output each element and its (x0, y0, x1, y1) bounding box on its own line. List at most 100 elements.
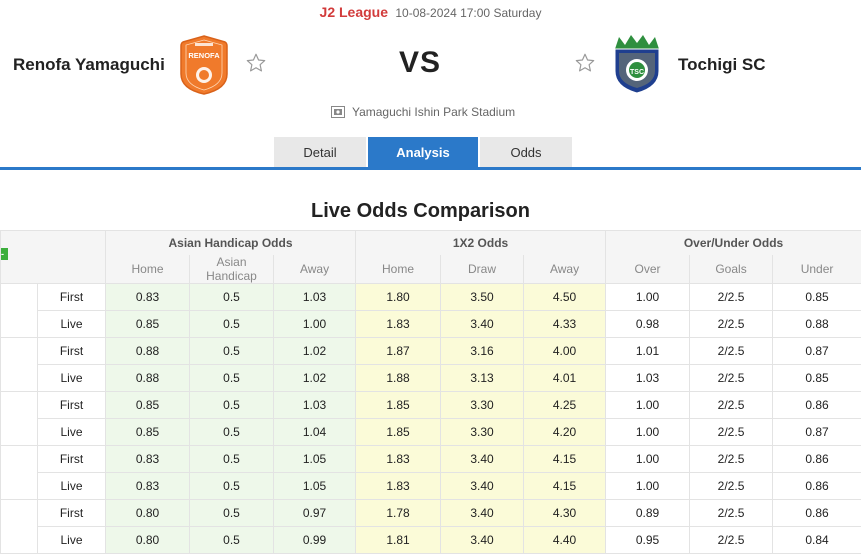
odds-value-cell[interactable]: 0.80 (105, 525, 190, 554)
odds-value-cell[interactable]: 1.03 (272, 390, 357, 419)
odds-value-cell[interactable]: 0.5 (189, 525, 274, 554)
odds-value-cell[interactable]: 0.85 (772, 282, 861, 311)
odds-value-cell[interactable]: 2/2.5 (689, 363, 774, 392)
odds-value-cell[interactable]: 3.40 (440, 309, 525, 338)
odds-value-cell[interactable]: 2/2.5 (689, 417, 774, 446)
odds-value-cell[interactable]: 1.85 (355, 417, 442, 446)
odds-value-cell[interactable]: 2/2.5 (689, 444, 774, 473)
odds-value-cell[interactable]: 0.86 (772, 471, 861, 500)
odds-value-cell[interactable]: 3.40 (440, 525, 525, 554)
odds-value-cell[interactable]: 0.5 (189, 498, 274, 527)
odds-value-cell[interactable]: 2/2.5 (689, 309, 774, 338)
odds-value-cell[interactable]: 4.15 (523, 471, 607, 500)
odds-value-cell[interactable]: 0.80 (105, 498, 190, 527)
favorite-star-icon-away[interactable] (574, 52, 596, 74)
odds-value-cell[interactable]: 0.86 (772, 444, 861, 473)
odds-value-cell[interactable]: 1.05 (272, 444, 357, 473)
odds-value-cell[interactable]: 0.87 (772, 417, 861, 446)
odds-value-cell[interactable]: 3.30 (440, 390, 525, 419)
odds-value-cell[interactable]: 4.01 (523, 363, 607, 392)
odds-value-cell[interactable]: 0.83 (105, 282, 190, 311)
odds-value-cell[interactable]: 0.86 (772, 390, 861, 419)
tab-analysis[interactable]: Analysis (368, 137, 478, 168)
odds-value-cell[interactable]: 0.88 (772, 309, 861, 338)
odds-value-cell[interactable]: 0.95 (605, 525, 691, 554)
odds-value-cell[interactable]: 0.5 (189, 444, 274, 473)
odds-row[interactable]: Live 0.80 0.5 0.99 1.81 3.40 4.40 0.95 2/2.5 0.84 (1, 525, 861, 554)
odds-value-cell[interactable]: 3.40 (440, 498, 525, 527)
odds-row[interactable]: First 0.80 0.5 0.97 1.78 3.40 4.30 0.89 2/2.5 0.8… (0, 498, 861, 554)
odds-value-cell[interactable]: 3.40 (440, 471, 525, 500)
odds-value-cell[interactable]: 4.20 (523, 417, 607, 446)
odds-value-cell[interactable]: 0.5 (189, 282, 274, 311)
odds-value-cell[interactable]: 4.40 (523, 525, 607, 554)
odds-value-cell[interactable]: 1.02 (272, 336, 357, 365)
odds-row[interactable]: First 0.83 0.5 1.03 1.80 3.50 4.50 1.00 2/2.5 0.8… (0, 282, 861, 338)
odds-value-cell[interactable]: 0.89 (605, 498, 691, 527)
odds-value-cell[interactable]: 1.00 (605, 390, 691, 419)
odds-value-cell[interactable]: 1.04 (272, 417, 357, 446)
odds-value-cell[interactable]: 1.85 (355, 390, 442, 419)
odds-value-cell[interactable]: 0.99 (272, 525, 357, 554)
odds-value-cell[interactable]: 4.15 (523, 444, 607, 473)
odds-row[interactable]: Live 0.83 0.5 1.05 1.83 3.40 4.15 1.00 2/2.5 0.86 (1, 471, 861, 500)
odds-row[interactable]: Live 0.85 0.5 1.04 1.85 3.30 4.20 1.00 2/2.5 0.87 (1, 417, 861, 446)
odds-value-cell[interactable]: 1.78 (355, 498, 442, 527)
odds-value-cell[interactable]: 1.83 (355, 444, 442, 473)
odds-value-cell[interactable]: 1.02 (272, 363, 357, 392)
odds-value-cell[interactable]: 3.13 (440, 363, 525, 392)
odds-value-cell[interactable]: 1.00 (605, 444, 691, 473)
odds-value-cell[interactable]: 0.5 (189, 390, 274, 419)
odds-value-cell[interactable]: 1.03 (605, 363, 691, 392)
odds-value-cell[interactable]: 1.83 (355, 309, 442, 338)
odds-value-cell[interactable]: 2/2.5 (689, 525, 774, 554)
odds-value-cell[interactable]: 3.30 (440, 417, 525, 446)
odds-value-cell[interactable]: 0.83 (105, 444, 190, 473)
odds-value-cell[interactable]: 0.5 (189, 417, 274, 446)
odds-value-cell[interactable]: 0.85 (105, 417, 190, 446)
odds-value-cell[interactable]: 0.87 (772, 336, 861, 365)
odds-value-cell[interactable]: 0.5 (189, 471, 274, 500)
odds-row[interactable]: First 0.88 0.5 1.02 1.87 3.16 4.00 1.01 2/2.5 0.8… (0, 336, 861, 392)
odds-value-cell[interactable]: 0.83 (105, 471, 190, 500)
odds-value-cell[interactable]: 2/2.5 (689, 471, 774, 500)
odds-value-cell[interactable]: 3.40 (440, 444, 525, 473)
odds-row[interactable]: First 0.85 0.5 1.03 1.85 3.30 4.25 1.00 2/2.5 0.8… (0, 390, 861, 446)
odds-value-cell[interactable]: 0.5 (189, 309, 274, 338)
odds-value-cell[interactable]: 0.85 (105, 309, 190, 338)
odds-value-cell[interactable]: 1.87 (355, 336, 442, 365)
odds-value-cell[interactable]: 2/2.5 (689, 282, 774, 311)
home-team-name[interactable]: Renofa Yamaguchi (13, 55, 165, 74)
odds-value-cell[interactable]: 1.01 (605, 336, 691, 365)
odds-value-cell[interactable]: 2/2.5 (689, 336, 774, 365)
odds-value-cell[interactable]: 4.33 (523, 309, 607, 338)
odds-value-cell[interactable]: 1.88 (355, 363, 442, 392)
odds-value-cell[interactable]: 0.5 (189, 336, 274, 365)
odds-value-cell[interactable]: 0.86 (772, 498, 861, 527)
favorite-star-icon-home[interactable] (245, 52, 267, 74)
odds-row[interactable]: First 0.83 0.5 1.05 1.83 3.40 4.15 1.00 2/2.5 0.8… (0, 444, 861, 500)
away-team-logo[interactable]: TSC (611, 33, 663, 95)
odds-value-cell[interactable]: 1.00 (272, 309, 357, 338)
odds-value-cell[interactable]: 0.97 (272, 498, 357, 527)
odds-value-cell[interactable]: 1.00 (605, 471, 691, 500)
odds-value-cell[interactable]: 0.5 (189, 363, 274, 392)
odds-value-cell[interactable]: 1.00 (605, 282, 691, 311)
tab-odds[interactable]: Odds (480, 137, 572, 168)
odds-row[interactable]: Live 0.88 0.5 1.02 1.88 3.13 4.01 1.03 2/2.5 0.85 (1, 363, 861, 392)
odds-value-cell[interactable]: 0.88 (105, 363, 190, 392)
odds-value-cell[interactable]: 2/2.5 (689, 390, 774, 419)
odds-value-cell[interactable]: 1.03 (272, 282, 357, 311)
home-team-logo[interactable]: RENOFA (179, 34, 229, 96)
odds-value-cell[interactable]: 1.80 (355, 282, 442, 311)
odds-value-cell[interactable]: 4.50 (523, 282, 607, 311)
odds-value-cell[interactable]: 1.83 (355, 471, 442, 500)
odds-value-cell[interactable]: 2/2.5 (689, 498, 774, 527)
odds-value-cell[interactable]: 0.85 (772, 363, 861, 392)
tab-detail[interactable]: Detail (274, 137, 366, 168)
odds-value-cell[interactable]: 1.81 (355, 525, 442, 554)
odds-value-cell[interactable]: 4.00 (523, 336, 607, 365)
odds-value-cell[interactable]: 1.00 (605, 417, 691, 446)
odds-row[interactable]: Live 0.85 0.5 1.00 1.83 3.40 4.33 0.98 2/2.5 0.88 (1, 309, 861, 338)
league-name[interactable]: J2 League (319, 4, 389, 20)
